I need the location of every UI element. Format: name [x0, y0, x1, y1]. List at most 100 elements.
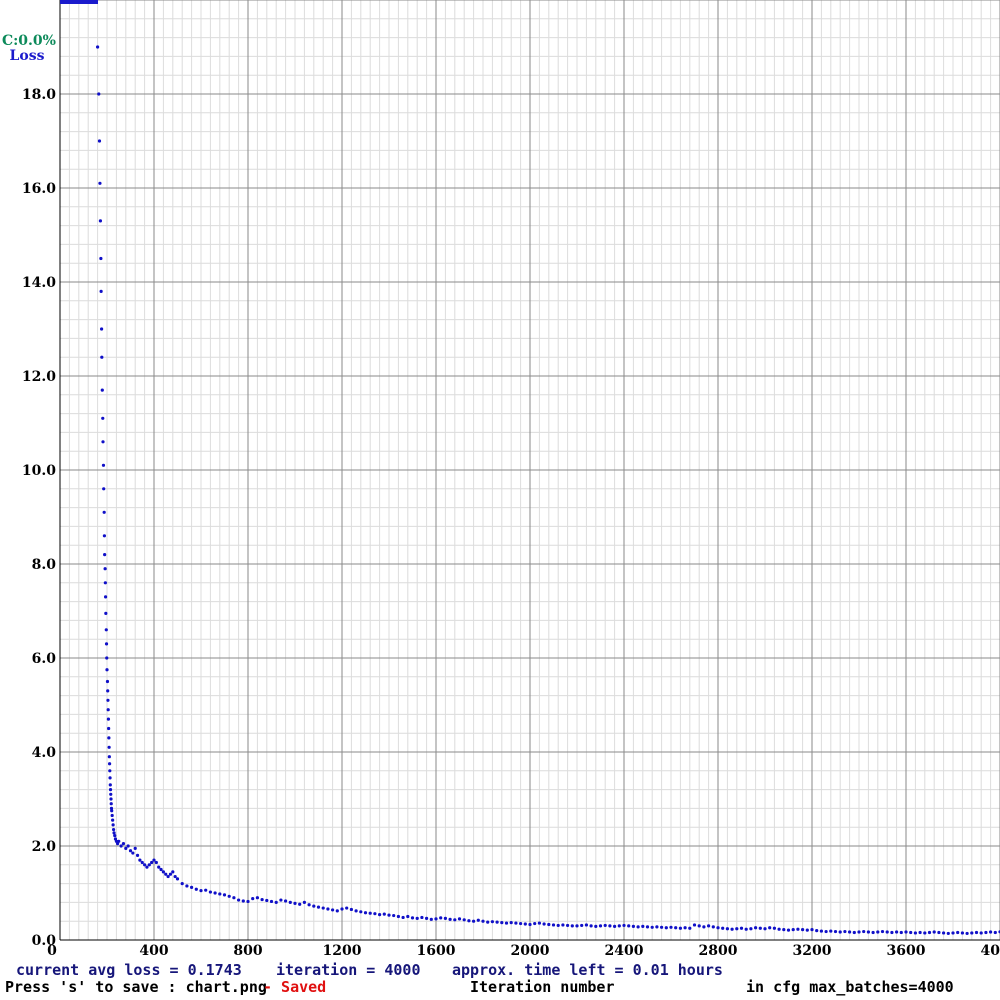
loss-point — [227, 894, 231, 898]
time-left-text: approx. time left = 0.01 hours — [452, 961, 723, 979]
loss-point — [99, 327, 104, 331]
loss-point — [918, 930, 922, 935]
loss-point — [730, 927, 734, 931]
loss-point — [104, 611, 108, 615]
major-grid — [60, 0, 1000, 940]
loss-point — [956, 930, 960, 935]
loss-point — [537, 921, 542, 925]
loss-point — [754, 926, 758, 930]
loss-point — [150, 860, 154, 865]
loss-point — [387, 913, 391, 917]
loss-point — [970, 931, 974, 935]
y-tick-labels: 0.0 2.0 4.0 6.0 8.0 10.0 12.0 14.0 16.0 18.0 — [22, 87, 56, 949]
loss-point — [763, 927, 767, 931]
loss-point — [180, 882, 184, 886]
loss-point — [293, 901, 297, 905]
loss-point — [382, 912, 386, 916]
loss-point — [218, 892, 222, 896]
loss-point — [688, 926, 692, 930]
loss-point — [126, 844, 130, 848]
loss-point — [109, 792, 113, 796]
x-tick-label: 3600 — [887, 943, 926, 959]
loss-point — [613, 924, 617, 928]
loss-point — [354, 909, 358, 913]
loss-point — [739, 926, 744, 930]
loss-point — [251, 897, 255, 901]
y-tick-label: 16.0 — [22, 181, 56, 197]
x-tick-label: 2800 — [699, 943, 738, 959]
loss-series — [96, 45, 1000, 936]
loss-point — [500, 921, 504, 925]
loss-point — [168, 872, 173, 876]
x-tick-label: 0 — [47, 943, 57, 959]
loss-point — [984, 930, 988, 935]
loss-point — [796, 927, 800, 931]
loss-point — [102, 534, 107, 538]
loss-point — [190, 885, 194, 889]
x-tick-label: 400 — [139, 943, 168, 959]
x-axis-label: Iteration number — [470, 978, 615, 996]
loss-point — [331, 908, 335, 912]
loss-point — [396, 914, 400, 919]
loss-point — [194, 887, 198, 891]
loss-point — [107, 762, 112, 766]
loss-point — [857, 930, 861, 934]
loss-point — [495, 920, 499, 924]
loss-point — [288, 900, 292, 905]
saved-status: - Saved — [263, 978, 327, 996]
loss-point — [848, 930, 852, 934]
loss-point — [166, 874, 170, 879]
loss-point — [161, 870, 165, 874]
loss-point — [99, 289, 103, 293]
loss-point — [504, 921, 509, 925]
x-tick-label: 1200 — [323, 943, 362, 959]
loss-point — [862, 929, 866, 934]
loss-point — [556, 923, 560, 928]
loss-point — [692, 923, 697, 927]
top-marker-bar — [60, 0, 98, 4]
loss-point — [490, 920, 494, 924]
loss-point — [157, 865, 161, 869]
loss-point — [509, 921, 513, 925]
loss-point — [866, 930, 871, 934]
loss-point — [472, 919, 476, 923]
loss-point — [951, 931, 955, 935]
loss-point — [678, 926, 683, 930]
loss-point — [103, 595, 108, 599]
loss-point — [674, 926, 678, 930]
loss-point — [932, 930, 936, 934]
iteration-text: iteration = 4000 — [276, 961, 421, 979]
loss-point — [486, 920, 490, 924]
loss-point — [725, 927, 730, 931]
loss-point — [103, 553, 107, 557]
loss-point — [876, 930, 880, 934]
loss-point — [777, 927, 781, 931]
loss-point — [100, 355, 104, 359]
loss-point — [106, 698, 110, 702]
y-tick-label: 0.0 — [32, 933, 57, 949]
loss-point — [241, 899, 245, 903]
loss-point — [321, 906, 325, 910]
loss-point — [107, 755, 111, 759]
loss-point — [368, 911, 372, 915]
y-tick-label: 8.0 — [32, 557, 57, 573]
save-hint-text: Press 's' to save : chart.png — [5, 978, 267, 996]
loss-point — [819, 929, 824, 933]
loss-point — [117, 839, 121, 843]
loss-point — [584, 923, 589, 927]
loss-point — [852, 930, 856, 935]
loss-point — [107, 736, 111, 740]
loss-point — [171, 870, 175, 874]
loss-point — [401, 915, 405, 920]
loss-point — [274, 900, 278, 905]
loss-point — [843, 929, 847, 934]
loss-point — [791, 928, 795, 932]
loss-point — [904, 930, 908, 934]
loss-point — [326, 907, 330, 911]
loss-point — [913, 931, 918, 935]
loss-point — [97, 139, 102, 143]
loss-point — [147, 863, 151, 867]
loss-point — [570, 924, 574, 928]
loss-point — [108, 788, 113, 792]
